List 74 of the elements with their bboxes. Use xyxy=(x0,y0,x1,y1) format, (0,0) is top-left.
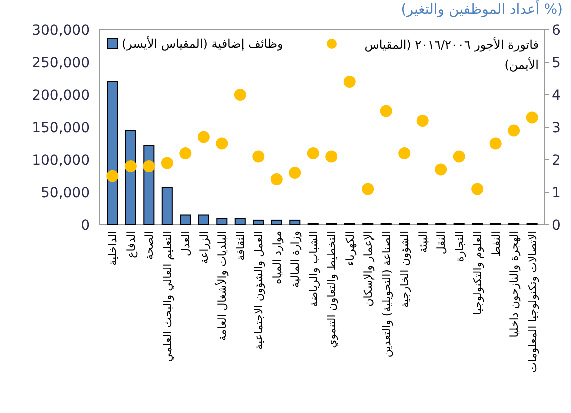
point xyxy=(416,115,429,127)
point xyxy=(198,131,210,144)
bar xyxy=(198,214,210,226)
x-tick-label: وزارة المالية xyxy=(289,231,302,288)
x-tick-label: العدل xyxy=(180,231,193,256)
point xyxy=(508,124,520,137)
x-tick-label: الدفاع xyxy=(124,231,138,258)
point xyxy=(143,160,156,172)
point xyxy=(435,164,448,176)
y-tick-label: 250,000 xyxy=(32,55,90,72)
y2-tick-label: 1 xyxy=(552,185,561,202)
point xyxy=(180,148,192,160)
bar xyxy=(107,82,118,226)
point xyxy=(234,89,246,101)
x-tick-label: النفط xyxy=(490,231,503,257)
point xyxy=(270,174,283,186)
point xyxy=(289,167,302,179)
x-tick-label: موارد المياه xyxy=(270,230,284,285)
y-tick-label: 150,000 xyxy=(32,120,90,136)
bar xyxy=(162,187,173,226)
x-tick-label: التخطيط والتعاون التنموي xyxy=(326,231,339,348)
point xyxy=(453,150,466,163)
y-tick-label: 100,000 xyxy=(32,152,90,169)
point xyxy=(472,183,484,196)
point xyxy=(307,148,320,160)
point xyxy=(124,160,137,172)
x-tick-label: الثقافة xyxy=(234,231,248,261)
x-tick-label: الصناعة (التحويلية) والتعدين xyxy=(380,231,394,358)
x-tick-label: الاتصالات وتكنولوجيا المعلومات xyxy=(526,231,540,373)
bar xyxy=(253,220,264,226)
point xyxy=(161,157,174,170)
bar xyxy=(290,220,301,226)
x-tick-label: النقل xyxy=(435,231,448,255)
y2-tick-label: 4 xyxy=(552,88,561,104)
y2-tick-label: 2 xyxy=(552,152,561,169)
x-tick-label: الصحة xyxy=(143,231,156,260)
point xyxy=(344,76,356,88)
point xyxy=(398,148,411,160)
point xyxy=(526,112,538,124)
x-tick-label: الشؤون الخارجية xyxy=(398,231,412,308)
x-tick-label: الإعمار والإسكان xyxy=(362,231,376,307)
x-tick-label: الشباب والرياضة xyxy=(307,231,320,308)
x-tick-label: البلديات والأشغال العامة xyxy=(215,231,230,342)
legend-label: فاتورة الأجور ٢٠١٦/٢٠٠٦ (المقياس الأيمن) xyxy=(364,36,539,74)
x-tick-label: الهجرة والنازحون داخليا xyxy=(508,231,522,338)
point xyxy=(106,170,119,182)
y2-tick-label: 6 xyxy=(552,22,561,39)
y2-tick-label: 0 xyxy=(552,218,561,234)
point xyxy=(362,183,374,196)
bar xyxy=(216,218,228,226)
point xyxy=(252,150,265,163)
point xyxy=(380,105,392,118)
legend-label: وظائف إضافية (المقياس الأيسر) xyxy=(122,36,284,52)
bar xyxy=(271,220,282,226)
y-tick-label: 300,000 xyxy=(32,22,90,39)
chart-title: (أعداد الموظفين والتغير %) xyxy=(401,0,563,18)
x-tick-label: العمل والشؤون الاجتماعية xyxy=(252,231,266,350)
x-tick-label: التعليم العالي والبحث العلمي xyxy=(161,231,174,362)
x-tick-label: التجارة xyxy=(453,231,466,262)
y2-tick-label: 5 xyxy=(552,55,561,72)
y-tick-label: 50,000 xyxy=(41,185,90,202)
y2-tick-label: 3 xyxy=(552,120,561,136)
x-tick-label: العلوم والتكنولوجيا xyxy=(472,231,485,315)
y-tick-label: 200,000 xyxy=(32,88,90,104)
x-tick-label: البيئة xyxy=(416,231,430,254)
y-tick-label: 0 xyxy=(81,218,90,234)
bar xyxy=(180,214,192,226)
point xyxy=(216,138,228,150)
x-tick-label: الزراعة xyxy=(198,231,211,264)
x-tick-label: الداخلية xyxy=(106,231,120,266)
point xyxy=(326,150,338,163)
point xyxy=(490,138,502,150)
bar xyxy=(234,218,246,226)
x-tick-label: الكهرباء xyxy=(344,231,357,266)
